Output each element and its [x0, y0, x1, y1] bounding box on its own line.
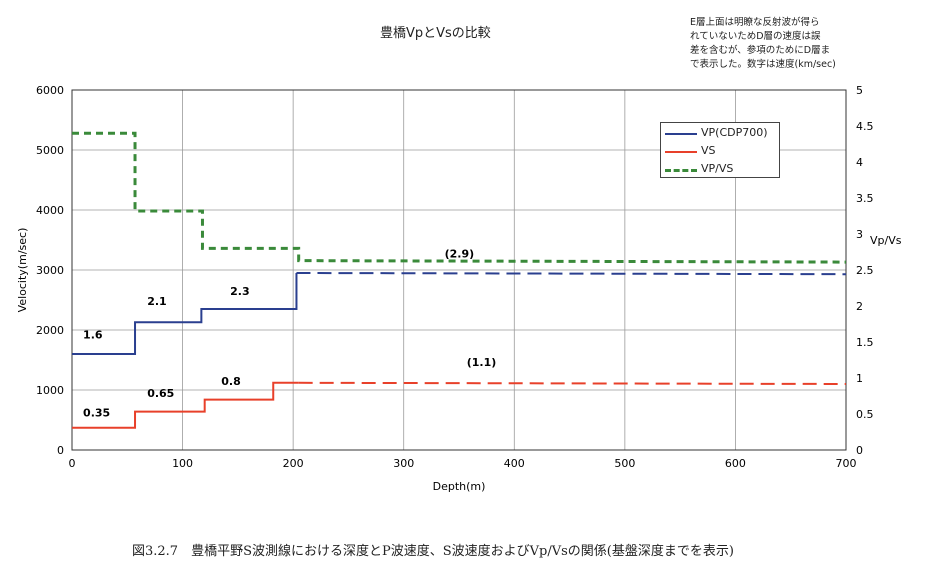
data-label: 0.8	[221, 375, 241, 388]
y-tick-label: 5000	[36, 144, 64, 157]
legend-item-ratio: VP/VS	[661, 161, 779, 177]
x-tick-label: 400	[504, 457, 525, 470]
legend: VP(CDP700) VS VP/VS	[660, 122, 780, 178]
y2-tick-label: 1	[856, 372, 863, 385]
y2-tick-label: 5	[856, 84, 863, 97]
data-label: 2.3	[230, 285, 250, 298]
legend-swatch-vs	[665, 151, 697, 153]
y2-tick-label: 1.5	[856, 336, 874, 349]
legend-label: VP/VS	[701, 162, 734, 175]
legend-item-vs: VS	[661, 143, 779, 159]
y2-tick-label: 4.5	[856, 120, 874, 133]
y-tick-label: 0	[57, 444, 64, 457]
x-tick-label: 200	[283, 457, 304, 470]
y2-tick-label: 2	[856, 300, 863, 313]
legend-label: VS	[701, 144, 716, 157]
x-tick-label: 700	[836, 457, 857, 470]
legend-swatch-ratio	[665, 169, 697, 172]
note-line: E層上面は明瞭な反射波が得ら	[690, 17, 820, 28]
x-tick-label: 0	[69, 457, 76, 470]
x-tick-label: 100	[172, 457, 193, 470]
series-line-vs	[72, 381, 299, 429]
y-tick-label: 1000	[36, 384, 64, 397]
x-axis-label: Depth(m)	[433, 480, 486, 493]
data-label: 2.1	[147, 295, 167, 308]
y2-tick-label: 0.5	[856, 408, 874, 421]
y2-tick-label: 4	[856, 156, 863, 169]
y-tick-label: 6000	[36, 84, 64, 97]
legend-swatch-vp	[665, 133, 697, 135]
series-lines	[72, 131, 847, 429]
legend-label: VP(CDP700)	[701, 126, 768, 139]
x-tick-label: 500	[614, 457, 635, 470]
note-line: 差を含むが、参項のためにD層ま	[690, 45, 831, 56]
series-extension-vs	[298, 381, 847, 385]
figure-caption: 図3.2.7 豊橋平野S波測線における深度とP波速度、S波速度およびVp/Vsの…	[132, 544, 734, 559]
data-label: (2.9)	[445, 247, 475, 260]
y2-tick-label: 3	[856, 228, 863, 241]
note-line: で表示した。数字は速度(km/sec)	[690, 59, 836, 70]
y2-tick-label: 0	[856, 444, 863, 457]
legend-item-vp: VP(CDP700)	[661, 125, 779, 141]
y-tick-label: 3000	[36, 264, 64, 277]
chart-note: E層上面は明瞭な反射波が得ら れていないためD層の速度は誤 差を含むが、参項のた…	[690, 16, 890, 72]
note-line: れていないためD層の速度は誤	[690, 31, 821, 42]
y-tick-label: 4000	[36, 204, 64, 217]
x-tick-label: 300	[393, 457, 414, 470]
y2-tick-label: 2.5	[856, 264, 874, 277]
data-label: 1.6	[83, 328, 103, 341]
tick-labels: 0 100 200 300 400 500 600 700010002000300040005…	[16, 84, 902, 493]
y-tick-label: 2000	[36, 324, 64, 337]
y2-axis-label: Vp/Vs	[870, 234, 902, 247]
axes	[71, 89, 847, 451]
data-labels: 1.6 2.1 2.3 (2.9) 0.35 0.65 0.8 (1.1)	[83, 247, 496, 419]
chart-title: 豊橋VpとVsの比較	[380, 26, 491, 41]
data-label: 0.65	[147, 387, 174, 400]
data-label: (1.1)	[467, 356, 497, 369]
data-label: 0.35	[83, 406, 110, 419]
y2-tick-label: 3.5	[856, 192, 874, 205]
y-axis-label: Velocity(m/sec)	[16, 228, 29, 313]
plot-frame	[71, 89, 847, 451]
x-tick-label: 600	[725, 457, 746, 470]
series-line-vp	[72, 273, 298, 355]
series-extension-vp	[296, 272, 847, 276]
series-line-vp-vs	[72, 131, 847, 264]
